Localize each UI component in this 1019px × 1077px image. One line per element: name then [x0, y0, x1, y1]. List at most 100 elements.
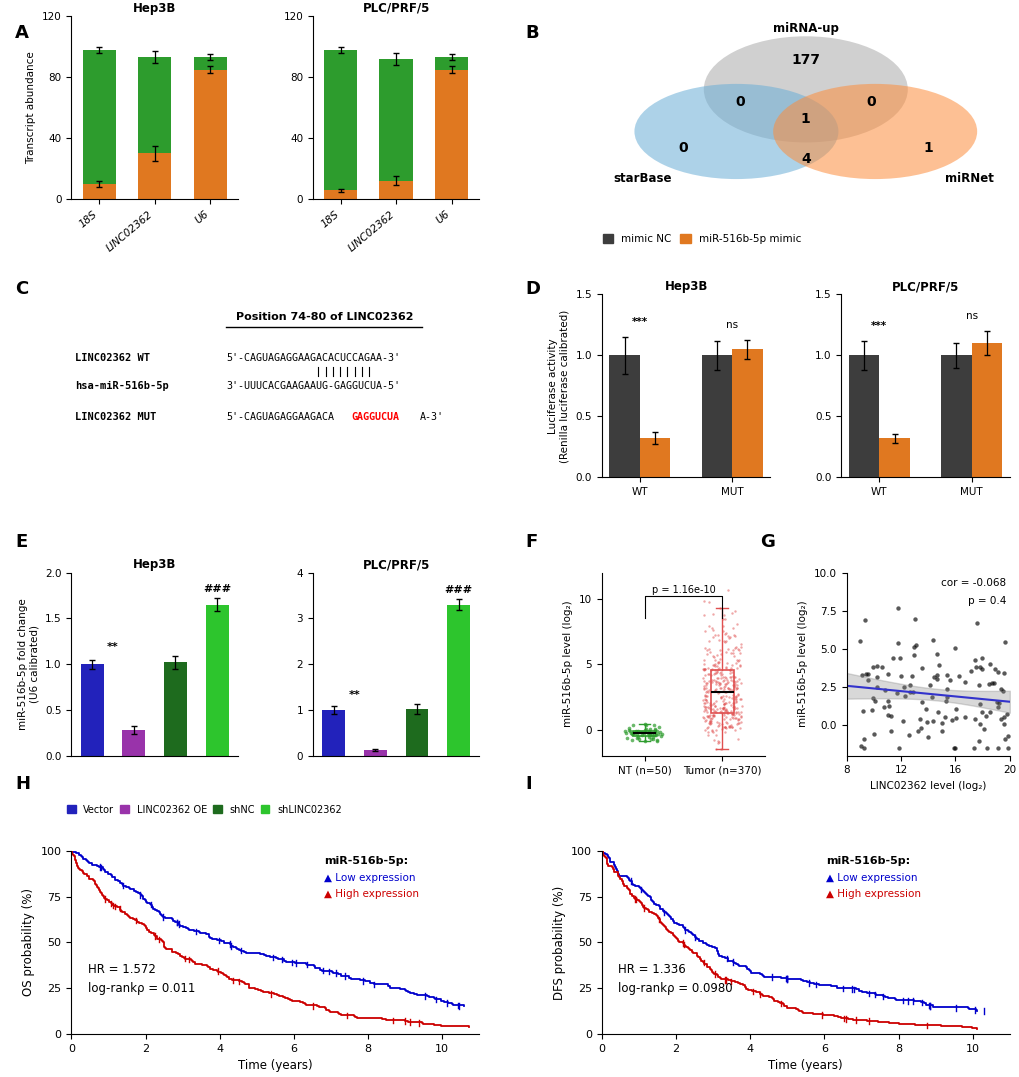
Text: starBase: starBase — [612, 171, 672, 185]
Point — [624, 724, 640, 741]
Point — [717, 695, 734, 712]
Text: p = 0.4: p = 0.4 — [967, 597, 1006, 606]
Point — [712, 667, 729, 684]
Point — [716, 718, 733, 736]
Point — [989, 695, 1006, 712]
Point — [711, 663, 728, 681]
Point — [729, 680, 745, 697]
Point — [697, 699, 713, 716]
Point — [715, 696, 732, 713]
Point — [716, 684, 733, 701]
Point — [859, 666, 875, 683]
Bar — [379, 181, 413, 199]
Point — [732, 644, 748, 661]
Point — [704, 708, 720, 725]
Point — [853, 667, 869, 684]
Point — [717, 658, 734, 675]
Point — [714, 711, 731, 728]
Point — [727, 627, 743, 644]
Text: 3'-UUUCACGAAGAAUG-GAGGUCUA-5': 3'-UUUCACGAAGAAUG-GAGGUCUA-5' — [226, 381, 400, 391]
Point — [706, 656, 722, 673]
Bar — [322, 710, 344, 756]
Point — [723, 676, 740, 694]
Point — [642, 726, 658, 743]
Bar — [194, 70, 226, 199]
Point — [698, 708, 714, 725]
Point — [706, 662, 722, 680]
Point — [710, 599, 727, 616]
Bar — [732, 349, 762, 477]
Point — [710, 631, 727, 648]
Point — [723, 689, 740, 707]
Text: miR-516b-5p:: miR-516b-5p: — [324, 856, 408, 866]
Point — [866, 693, 882, 710]
Point — [966, 652, 982, 669]
Point — [729, 640, 745, 657]
Point — [695, 695, 711, 712]
Point — [937, 667, 954, 684]
Point — [618, 724, 634, 741]
Point — [707, 672, 723, 689]
Point — [720, 629, 737, 646]
Point — [946, 740, 962, 757]
Point — [702, 667, 718, 684]
Point — [700, 673, 716, 690]
Point — [718, 704, 735, 722]
Bar — [434, 70, 468, 199]
Point — [698, 694, 714, 711]
Point — [974, 721, 990, 738]
Point — [652, 728, 668, 745]
Point — [710, 642, 727, 659]
Text: 4: 4 — [800, 152, 810, 166]
Point — [972, 660, 988, 677]
Point — [730, 705, 746, 723]
Point — [971, 658, 987, 675]
Point — [731, 657, 747, 674]
Point — [705, 656, 721, 673]
Point — [995, 715, 1011, 732]
Point — [729, 615, 745, 632]
Point — [619, 729, 635, 746]
Point — [728, 676, 744, 694]
Point — [641, 723, 657, 740]
Point — [707, 665, 723, 682]
Point — [702, 711, 718, 728]
Point — [702, 697, 718, 714]
Point — [704, 628, 720, 645]
Point — [695, 710, 711, 727]
Point — [720, 718, 737, 736]
Text: 0: 0 — [678, 141, 688, 155]
Point — [729, 710, 745, 727]
Point — [711, 665, 728, 682]
Text: A: A — [15, 24, 30, 42]
Point — [695, 592, 711, 610]
Text: LINC02362 WT: LINC02362 WT — [75, 353, 151, 363]
Point — [723, 604, 740, 621]
Point — [696, 639, 712, 656]
Text: ▲ High expression: ▲ High expression — [324, 890, 419, 899]
Point — [708, 646, 725, 663]
Point — [701, 707, 717, 724]
Point — [701, 712, 717, 729]
Point — [700, 708, 716, 725]
Point — [731, 714, 747, 731]
Point — [702, 700, 718, 717]
Point — [923, 631, 940, 648]
Point — [889, 634, 905, 652]
Point — [711, 651, 728, 668]
Text: ns: ns — [726, 320, 738, 330]
Point — [715, 695, 732, 712]
Ellipse shape — [634, 84, 838, 179]
Point — [641, 721, 657, 738]
Point — [708, 735, 725, 752]
Point — [638, 717, 654, 735]
Point — [721, 661, 738, 679]
Point — [694, 708, 710, 725]
Bar — [609, 355, 639, 477]
Point — [640, 729, 656, 746]
X-axis label: Time (years): Time (years) — [767, 1059, 843, 1073]
Point — [711, 689, 728, 707]
Point — [700, 617, 716, 634]
Bar — [194, 57, 226, 70]
Point — [993, 711, 1009, 728]
